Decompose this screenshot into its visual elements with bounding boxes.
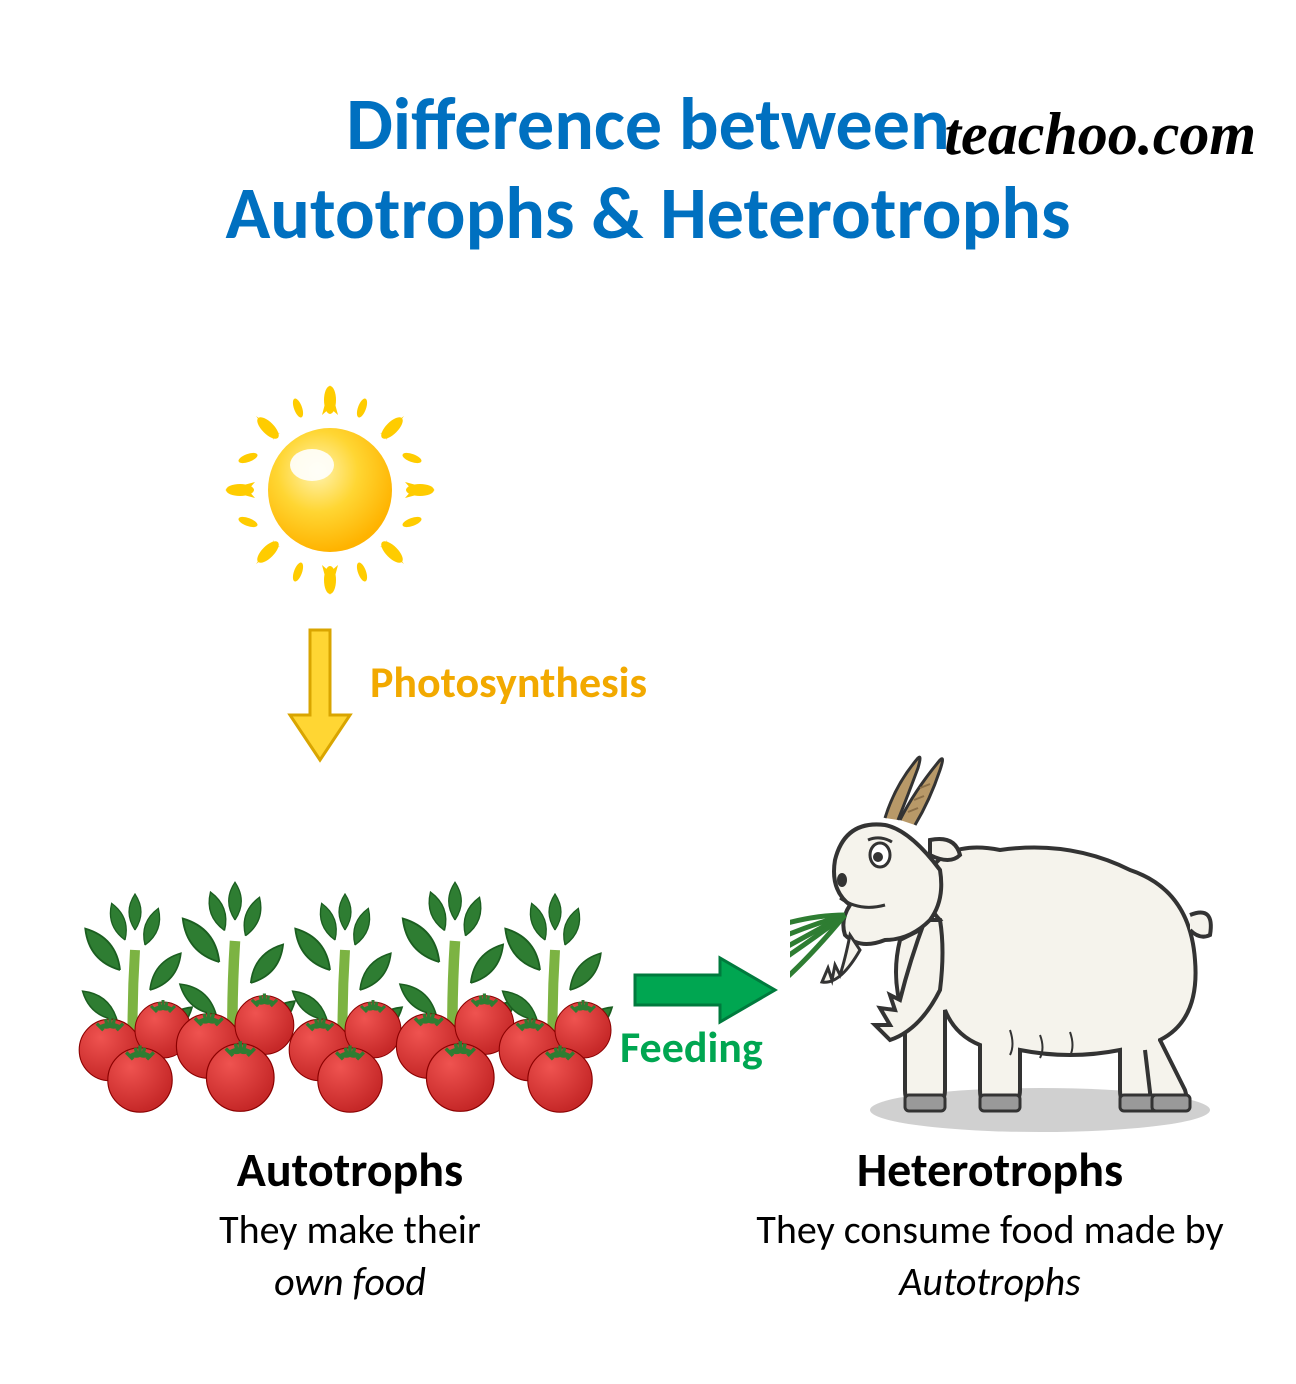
plants-icon [65,770,625,1120]
feeding-label: Feeding [620,1020,763,1074]
sun-icon [220,380,440,605]
autotrophs-title: Autotrophs [100,1140,600,1199]
autotrophs-block: Autotrophs They make their own food [100,1140,600,1308]
heterotrophs-description: They consume food made by Autotrophs [720,1204,1260,1308]
photosynthesis-arrow-icon [285,625,355,770]
heterotrophs-title: Heterotrophs [720,1140,1260,1199]
autotrophs-desc-em: own food [274,1257,426,1306]
title-line-2: Autotrophs & Heterotrophs [225,168,1070,258]
autotrophs-desc-text: They make their [219,1205,481,1254]
watermark-text: teachoo.com [944,100,1256,169]
heterotrophs-desc-text: They consume food made by [756,1205,1223,1254]
heterotrophs-desc-em: Autotrophs [899,1257,1080,1306]
photosynthesis-label: Photosynthesis [370,655,647,709]
title-line-1: Difference between [346,79,950,169]
autotrophs-description: They make their own food [100,1204,600,1308]
heterotrophs-block: Heterotrophs They consume food made by A… [720,1140,1260,1308]
goat-icon [790,740,1240,1120]
